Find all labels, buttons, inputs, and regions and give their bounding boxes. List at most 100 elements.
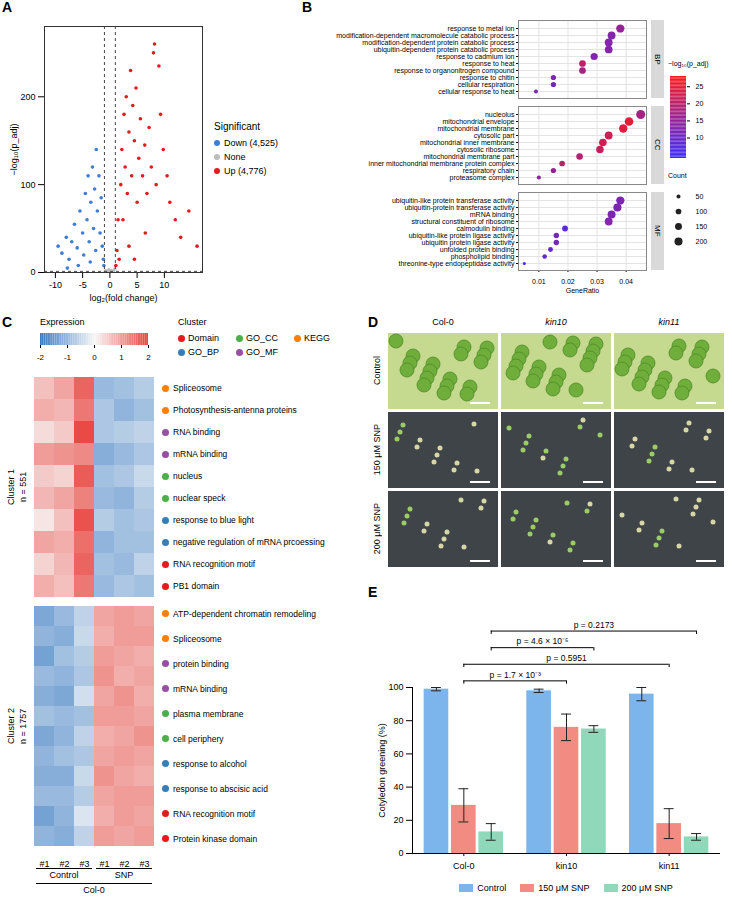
html-text:None: None (224, 152, 246, 162)
html-text:Spliceosome: Spliceosome (173, 633, 222, 644)
html-text:Photosynthesis-antenna protein: Photosynthesis-antenna proteins (173, 405, 297, 415)
html-text:response to alcohol: response to alcohol (173, 758, 247, 769)
svg-text:Cotyledon greening (%): Cotyledon greening (%) (377, 723, 387, 818)
html-text:response to blue light: response to blue light (173, 515, 254, 525)
html-text:PB1 domain: PB1 domain (173, 581, 220, 591)
html-text:RNA binding: RNA binding (173, 427, 221, 437)
svg-text:100: 100 (388, 682, 403, 692)
html-text:KEGG: KEGG (304, 333, 330, 343)
html-text:Cluster 2: Cluster 2 (6, 708, 16, 744)
svg-text:#3: #3 (79, 858, 90, 869)
html-text:B: B (302, 0, 313, 15)
html-text:n = 551: n = 551 (18, 471, 28, 503)
html-text:GO_MF: GO_MF (246, 347, 278, 357)
svg-text:0: 0 (107, 280, 112, 290)
html-text:mRNA binding: mRNA binding (173, 683, 228, 694)
svg-text:#3: #3 (139, 858, 150, 869)
html-text:negative regulation of mRNA pr: negative regulation of mRNA prcoessing (173, 537, 325, 547)
svg-text:80: 80 (393, 716, 403, 726)
svg-text:10: 10 (159, 280, 169, 290)
svg-text:0.02: 0.02 (561, 278, 575, 285)
svg-text:200: 200 (20, 92, 35, 102)
html-text:RNA recognition motif: RNA recognition motif (173, 559, 256, 569)
html-text:ATP-dependent chromatin remode: ATP-dependent chromatin remodeling (173, 608, 316, 619)
html-text:Domain: Domain (188, 333, 219, 343)
svg-text:-1: -1 (64, 353, 72, 362)
html-text:nuclear speck: nuclear speck (173, 493, 226, 503)
svg-text:0: 0 (92, 353, 97, 362)
svg-text:#1: #1 (99, 858, 110, 869)
html-text:Cluster 1: Cluster 1 (6, 469, 16, 505)
html-text:GO_BP: GO_BP (188, 347, 219, 357)
svg-text:15: 15 (696, 117, 704, 124)
svg-text:#2: #2 (119, 858, 130, 869)
svg-text:-10: -10 (49, 280, 62, 290)
svg-text:-5: -5 (79, 280, 87, 290)
html-text:kin11: kin11 (658, 317, 680, 327)
svg-text:log₂(fold change): log₂(fold change) (89, 293, 157, 303)
svg-text:100: 100 (20, 180, 35, 190)
svg-text:mitochondrial membrane: mitochondrial membrane (437, 125, 514, 132)
svg-text:structural constituent of ribo: structural constituent of ribosome (411, 218, 514, 225)
svg-text:60: 60 (393, 749, 403, 759)
svg-text:Col-0: Col-0 (453, 861, 475, 871)
html-text:D: D (368, 314, 379, 330)
html-text:response to abscisic acid: response to abscisic acid (173, 783, 268, 794)
svg-text:#2: #2 (59, 858, 70, 869)
html-text:A: A (2, 0, 13, 15)
svg-text:cellular response to heat: cellular response to heat (438, 88, 514, 96)
svg-text:p = 0.5951: p = 0.5951 (546, 653, 587, 663)
html-text:protein binding: protein binding (173, 658, 229, 669)
svg-text:20: 20 (696, 100, 704, 107)
html-text:Cluster: Cluster (178, 317, 207, 327)
svg-text:200: 200 (696, 238, 708, 245)
svg-text:-2: -2 (37, 353, 45, 362)
html-text:Col-0: Col-0 (432, 317, 454, 327)
svg-text:p = 1.7 × 10⁻³: p = 1.7 × 10⁻³ (490, 670, 541, 680)
svg-text:−log₁₀(p_adj): −log₁₀(p_adj) (9, 123, 19, 175)
svg-text:10: 10 (696, 134, 704, 141)
svg-text:nucleolus: nucleolus (485, 111, 515, 118)
svg-text:p = 4.6 × 10⁻⁵: p = 4.6 × 10⁻⁵ (517, 636, 569, 646)
html-text:Protein kinase domain: Protein kinase domain (173, 833, 258, 844)
svg-text:50: 50 (696, 193, 704, 200)
html-text:nucleus: nucleus (173, 471, 203, 481)
svg-text:kin11: kin11 (659, 861, 680, 871)
html-text:Spliceosome: Spliceosome (173, 383, 222, 393)
html-text:cell periphery: cell periphery (173, 733, 224, 744)
html-text:kin10: kin10 (545, 317, 567, 327)
html-text:SNP: SNP (114, 870, 134, 880)
svg-text:proteasome complex: proteasome complex (450, 174, 515, 182)
svg-text:25: 25 (696, 83, 704, 90)
svg-text:p = 0.2173: p = 0.2173 (574, 620, 615, 630)
html-text:Expression: Expression (40, 317, 85, 327)
svg-text:150: 150 (696, 223, 708, 230)
svg-text:kin10: kin10 (556, 861, 578, 871)
html-text:RNA recognition motif: RNA recognition motif (173, 808, 256, 819)
svg-text:0.04: 0.04 (619, 278, 633, 285)
svg-text:5: 5 (135, 280, 140, 290)
svg-text:#1: #1 (39, 858, 50, 869)
html-text:Down (4,525): Down (4,525) (224, 138, 278, 148)
html-text:n = 1757: n = 1757 (18, 708, 28, 744)
svg-text:mitochondrial inner membrane: mitochondrial inner membrane (420, 139, 515, 146)
svg-text:0.03: 0.03 (590, 278, 604, 285)
svg-text:GeneRatio: GeneRatio (566, 287, 600, 294)
html-text:Control: Control (49, 870, 79, 880)
svg-text:threonine-type endopeptidase a: threonine-type endopeptidase activity (399, 260, 515, 268)
svg-text:0: 0 (398, 848, 403, 858)
html-text:C: C (2, 314, 13, 330)
svg-text:0: 0 (30, 267, 35, 277)
html-text:Significant: Significant (214, 121, 261, 132)
svg-text:100: 100 (696, 208, 708, 215)
html-text:plasma membrane: plasma membrane (173, 708, 244, 719)
html-text:GO_CC: GO_CC (246, 333, 278, 343)
svg-text:2: 2 (146, 353, 151, 362)
svg-text:20: 20 (393, 815, 403, 825)
html-text:Col-0: Col-0 (83, 885, 105, 895)
svg-text:1: 1 (119, 353, 124, 362)
html-text:mRNA binding: mRNA binding (173, 449, 228, 459)
svg-text:0.01: 0.01 (532, 278, 546, 285)
html-text:Up (4,776): Up (4,776) (224, 166, 267, 176)
svg-text:40: 40 (393, 782, 403, 792)
